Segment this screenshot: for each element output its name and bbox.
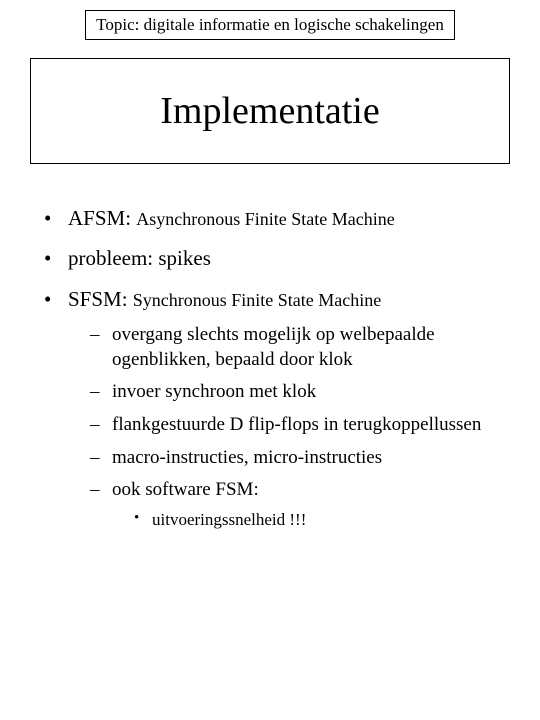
sub-text: invoer synchroon met klok: [112, 381, 316, 402]
sub-text: flankgestuurde D flip-flops in terugkopp…: [112, 414, 481, 435]
sub-sub-list-item: uitvoeringssnelheid !!!: [134, 509, 510, 531]
sub-text: overgang slechts mogelijk op welbepaalde…: [112, 324, 435, 370]
bullet-definition: Synchronous Finite State Machine: [133, 290, 381, 310]
list-item: SFSM: Synchronous Finite State Machine o…: [40, 285, 510, 532]
topic-box: Topic: digitale informatie en logische s…: [85, 10, 455, 40]
bullet-label: SFSM:: [68, 287, 133, 311]
bullet-label: AFSM:: [68, 206, 136, 230]
main-bullet-list: AFSM: Asynchronous Finite State Machine …: [30, 204, 510, 531]
sub-list-item: flankgestuurde D flip-flops in terugkopp…: [90, 413, 510, 438]
list-item: AFSM: Asynchronous Finite State Machine: [40, 204, 510, 232]
sub-list-item: overgang slechts mogelijk op welbepaalde…: [90, 323, 510, 372]
sub-sub-bullet-list: uitvoeringssnelheid !!!: [112, 509, 510, 531]
sub-list-item: invoer synchroon met klok: [90, 380, 510, 405]
sub-list-item: ook software FSM: uitvoeringssnelheid !!…: [90, 478, 510, 531]
bullet-definition: Asynchronous Finite State Machine: [136, 209, 394, 229]
sub-list-item: macro-instructies, micro-instructies: [90, 446, 510, 471]
bullet-label: probleem: spikes: [68, 246, 211, 270]
sub-sub-text: uitvoeringssnelheid !!!: [152, 510, 306, 529]
sub-bullet-list: overgang slechts mogelijk op welbepaalde…: [68, 323, 510, 531]
list-item: probleem: spikes: [40, 244, 510, 272]
sub-text: macro-instructies, micro-instructies: [112, 447, 382, 468]
topic-text: Topic: digitale informatie en logische s…: [96, 15, 444, 34]
slide-title: Implementatie: [160, 90, 379, 132]
title-box: Implementatie: [30, 58, 510, 164]
sub-text: ook software FSM:: [112, 479, 259, 500]
